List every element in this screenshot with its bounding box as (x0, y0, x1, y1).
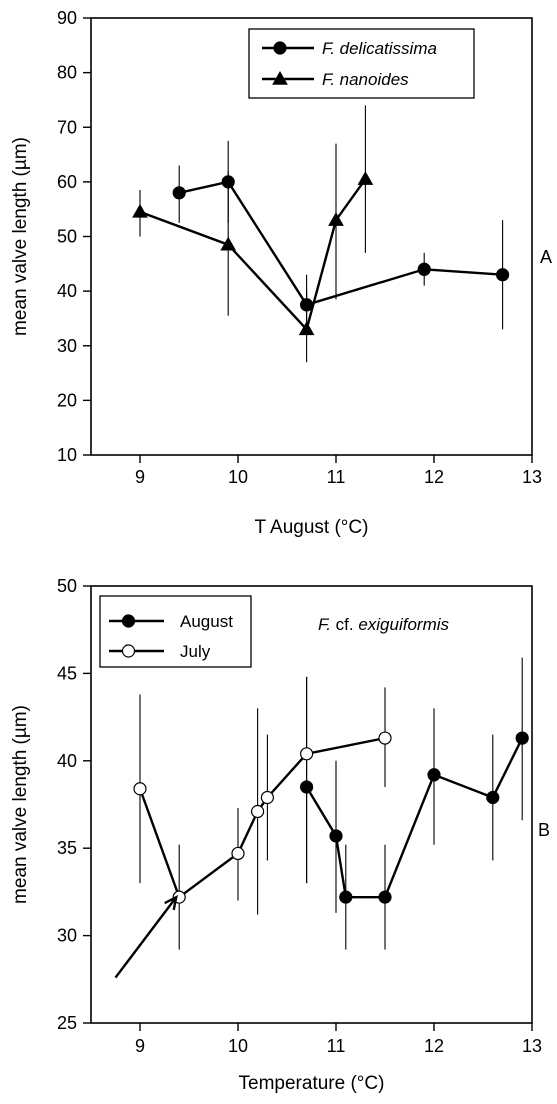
panel-b-plot-frame (90, 585, 533, 1024)
panel-b-series-august-point (427, 768, 441, 782)
panel-b-panel-letter: B (538, 820, 550, 840)
panel-b-series-august-point (486, 790, 500, 805)
panel-b-legend-label: July (180, 642, 211, 661)
panel-a-series-f-nanoides-point (132, 203, 148, 218)
panel-b-series-august-point (339, 890, 353, 904)
panel-b-series-july-point (300, 747, 314, 761)
panel-a-legend-label: F. nanoides (322, 70, 409, 89)
panel-b-series-august-point (329, 829, 343, 843)
panel-a-x-tick-label: 11 (327, 467, 346, 487)
panel-a-series-f-delicatissima-point (172, 186, 186, 200)
panel-b-x-tick-label: 11 (327, 1036, 346, 1056)
panel-a-y-tick-label: 50 (57, 227, 77, 247)
panel-a-series-f-delicatissima-point (496, 268, 510, 282)
panel-a-x-tick-label: 9 (135, 467, 145, 487)
panel-a-y-tick-label: 90 (57, 8, 77, 28)
panel-a-legend-label: F. delicatissima (322, 39, 437, 58)
panel-b-x-tick-label: 9 (135, 1036, 145, 1056)
panel-a-y-tick-label: 70 (57, 117, 77, 137)
panel-a-y-tick-label: 20 (57, 390, 77, 410)
panel-a-x-tick-label: 13 (522, 467, 542, 487)
panel-a-series-f-nanoides-line (139, 178, 367, 332)
panel-b-arrow-shaft (114, 896, 178, 979)
panel-b-series-july-line (138, 736, 386, 900)
panel-a-series-f-delicatissima-point (417, 262, 431, 276)
panel-b-y-tick-label: 50 (57, 576, 77, 596)
panel-a-y-axis-title: mean valve length (µm) (10, 137, 31, 336)
panel-b-legend-marker (121, 614, 136, 628)
panel-b-series-august-line (305, 737, 524, 899)
panel-b-series-august-point (378, 890, 392, 904)
panel-b-legend-marker (121, 644, 136, 658)
panel-b-arrow-head (164, 894, 178, 911)
panel-b-series-july-point (231, 846, 245, 861)
panel-b-y-tick-label: 25 (57, 1013, 77, 1033)
panel-a-legend-marker (273, 41, 287, 55)
panel-b-series-july-point (260, 790, 274, 805)
panel-a-series-f-nanoides-point (357, 171, 374, 185)
panel-a-legend-marker (272, 70, 288, 85)
panel-b-series-july-point (251, 804, 265, 819)
panel-a-y-tick-label: 60 (57, 172, 77, 192)
panel-a-y-tick-label: 30 (57, 336, 77, 356)
panel-a-series-f-nanoides-point (220, 236, 237, 251)
panel-a-x-axis-title: T August (°C) (255, 517, 369, 538)
panel-b-series-july-point (133, 782, 147, 796)
panel-b-y-axis-title: mean valve length (µm) (10, 705, 31, 904)
panel-a-y-tick-label: 10 (57, 445, 77, 465)
panel-b-x-tick-label: 10 (228, 1036, 248, 1056)
panel-b-legend-label: August (180, 612, 233, 631)
panel-a-y-tick-label: 40 (57, 281, 77, 301)
panel-b-y-tick-label: 40 (57, 751, 77, 771)
panel-b-y-tick-label: 35 (57, 838, 77, 858)
panel-b-x-tick-label: 13 (522, 1036, 542, 1056)
panel-a-panel-letter: A (540, 247, 552, 267)
panel-b-x-axis-title: Temperature (°C) (239, 1073, 385, 1094)
panel-a-legend-box (248, 28, 475, 99)
panel-b-y-tick-label: 45 (57, 663, 77, 683)
panel-b-legend-box (99, 595, 252, 668)
panel-a-y-tick-label: 80 (57, 63, 77, 83)
panel-a-x-tick-label: 12 (424, 467, 444, 487)
panel-a-x-tick-label: 10 (228, 467, 248, 487)
panel-a-series-f-nanoides-point (328, 212, 344, 226)
panel-b-series-july-point (378, 731, 392, 745)
panel-a-series-f-nanoides-point (298, 321, 315, 336)
panel-b-y-tick-label: 30 (57, 926, 77, 946)
panel-b-series-august-point (515, 731, 529, 745)
panel-b-chart-title: F. cf. exiguiformis (318, 615, 450, 634)
panel-b-x-tick-label: 12 (424, 1036, 444, 1056)
